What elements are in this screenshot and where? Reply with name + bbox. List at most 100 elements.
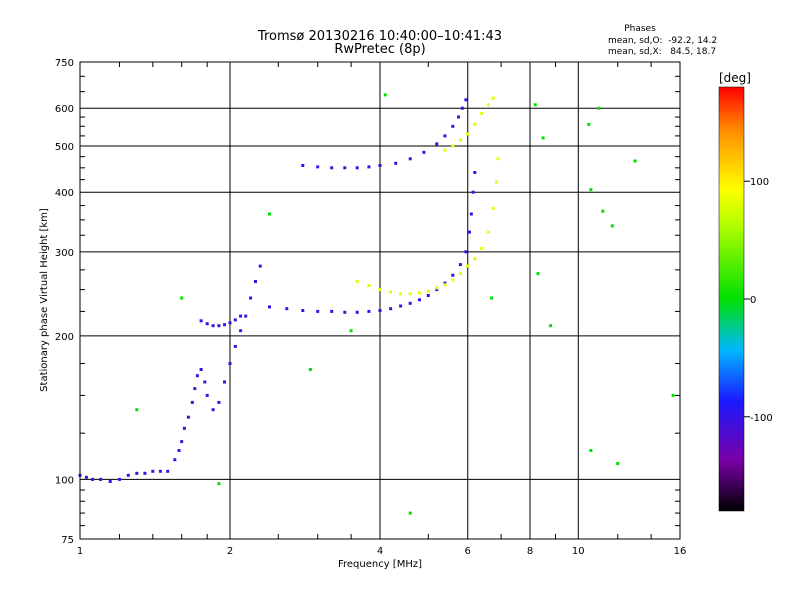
data-point (244, 314, 248, 318)
data-point (464, 98, 468, 102)
colorbar: [deg] 100 0 -100 (718, 71, 773, 512)
data-point (443, 148, 447, 152)
data-point (182, 426, 186, 430)
data-point (378, 288, 382, 292)
data-point (480, 246, 484, 250)
data-point (316, 165, 320, 169)
data-point (435, 142, 439, 146)
data-point (383, 93, 387, 97)
data-point (422, 150, 426, 154)
data-point (491, 206, 495, 210)
data-point (301, 309, 305, 312)
data-point (451, 278, 455, 282)
data-point (177, 449, 181, 452)
legend-title: Phases (624, 24, 656, 34)
data-point (217, 324, 221, 328)
data-point (84, 475, 88, 479)
data-point (486, 230, 490, 234)
data-point (308, 368, 312, 371)
y-tick-label: 400 (55, 188, 74, 199)
data-point (408, 301, 412, 305)
data-point (418, 298, 421, 302)
data-point (239, 329, 243, 333)
data-point (268, 212, 271, 216)
data-point (228, 321, 232, 325)
x-tick-label: 8 (527, 546, 533, 557)
data-point (458, 263, 462, 267)
data-point (301, 164, 305, 167)
data-point (541, 136, 545, 140)
grid-lines (80, 62, 680, 539)
data-point (601, 209, 605, 213)
data-point (211, 408, 215, 412)
data-point (394, 161, 398, 165)
data-point (451, 124, 455, 128)
phases-legend: Phases mean, sd,O: -92.2, 14.2 mean, sd,… (608, 24, 717, 57)
data-point (458, 272, 462, 276)
data-point (199, 319, 203, 323)
data-point (186, 415, 190, 419)
data-point (249, 296, 253, 300)
x-tick-label: 4 (377, 546, 383, 557)
data-point (486, 103, 490, 107)
y-axis-label: Stationary phase Virtual Height [km] (39, 208, 50, 392)
y-tick-label: 100 (55, 475, 74, 486)
data-point (589, 449, 593, 452)
data-point (466, 132, 470, 136)
data-point (597, 106, 601, 110)
data-point (268, 305, 271, 309)
data-point (151, 469, 155, 473)
data-point (460, 106, 464, 110)
chart-subtitle: RwPretec (8p) (334, 42, 425, 57)
data-point (254, 280, 257, 283)
data-point (549, 324, 553, 328)
data-point (458, 138, 462, 142)
legend-line-x: mean, sd,X: 84.5, 18.7 (608, 47, 716, 57)
data-point (426, 289, 430, 293)
data-point (285, 307, 289, 311)
colorbar-gradient (718, 86, 745, 512)
data-point (355, 166, 359, 170)
colorbar-tick-label: 100 (750, 177, 769, 188)
data-point (408, 511, 412, 515)
data-point (367, 165, 371, 169)
data-point (223, 323, 226, 327)
data-point (228, 362, 232, 365)
data-point (496, 157, 500, 161)
data-point (399, 292, 403, 296)
data-point (435, 286, 439, 290)
data-point (469, 212, 473, 216)
data-point (367, 309, 371, 313)
data-point (205, 393, 209, 397)
x-tick-label: 16 (674, 546, 687, 557)
data-point (408, 157, 412, 161)
data-point (195, 374, 199, 378)
data-point (180, 296, 184, 300)
data-point (494, 180, 498, 184)
x-tick-label: 10 (572, 546, 585, 557)
data-point (378, 309, 382, 312)
data-point (468, 230, 471, 234)
data-point (443, 281, 447, 285)
data-point (211, 324, 215, 328)
data-point (480, 112, 484, 115)
y-tick-label: 75 (61, 535, 74, 546)
data-point (199, 368, 203, 371)
data-point (616, 462, 620, 465)
data-point (378, 164, 382, 167)
colorbar-label: [deg] (719, 71, 751, 85)
x-tick-label: 1 (77, 546, 83, 557)
data-point (205, 322, 209, 326)
x-axis-label: Frequency [MHz] (338, 559, 422, 570)
data-point (633, 159, 637, 163)
y-tick-label: 750 (55, 58, 74, 69)
data-point (135, 408, 139, 412)
colorbar-tick-label: 0 (750, 295, 756, 306)
data-point (408, 292, 412, 296)
y-tick-label: 200 (55, 332, 74, 343)
data-point (473, 122, 477, 126)
data-point (330, 309, 334, 313)
data-point (143, 471, 147, 475)
data-point (91, 477, 95, 481)
